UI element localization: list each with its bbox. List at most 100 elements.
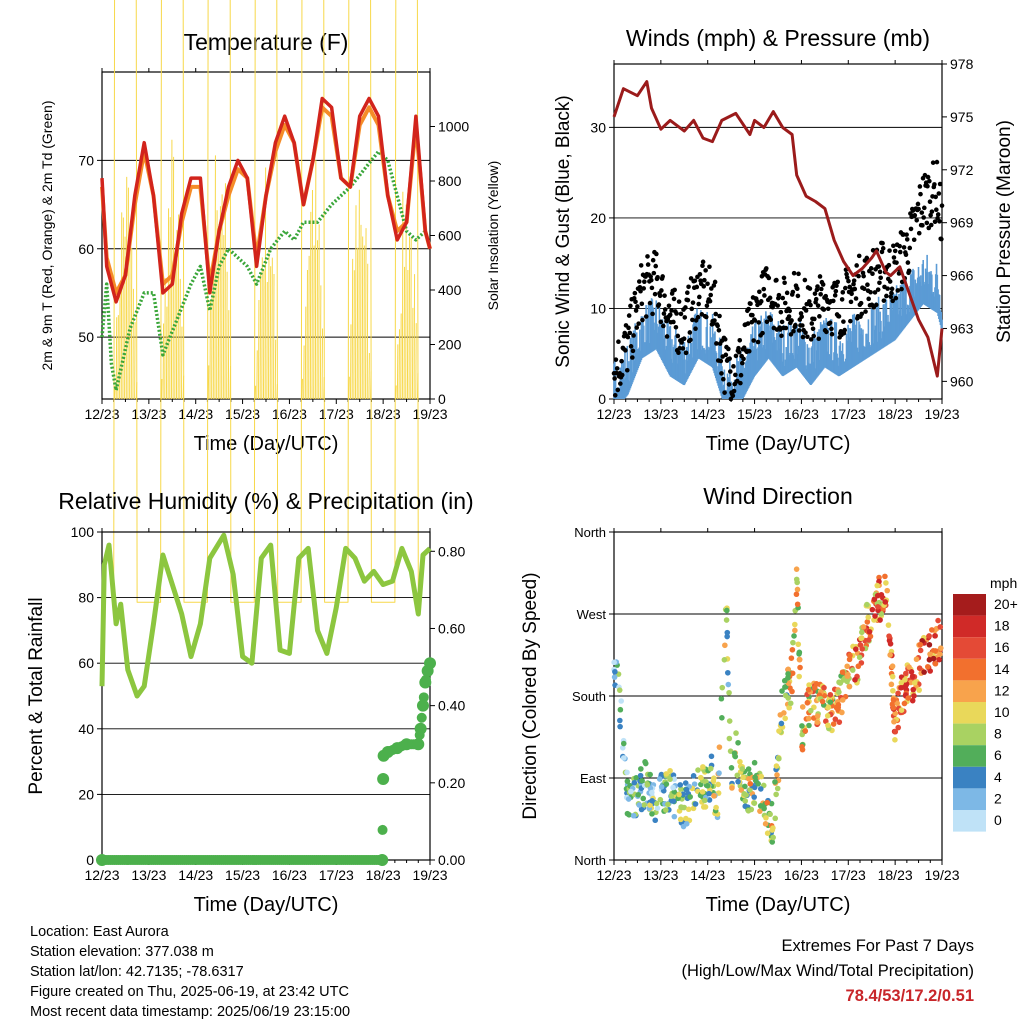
direction-point: [667, 776, 673, 783]
direction-point: [716, 770, 722, 776]
gust-point: [648, 274, 653, 279]
chart-title: Temperature (F): [184, 29, 349, 55]
direction-point: [877, 617, 883, 623]
direction-point: [785, 675, 791, 681]
gust-point: [864, 255, 870, 261]
direction-point: [763, 815, 769, 821]
gust-point: [939, 236, 944, 242]
direction-point: [839, 709, 845, 716]
plot-border: [613, 63, 943, 400]
gust-point: [727, 369, 733, 374]
direction-point: [776, 755, 782, 762]
gust-point: [790, 289, 796, 295]
gust-point: [635, 304, 640, 309]
gust-point: [802, 277, 808, 283]
direction-point: [695, 767, 701, 773]
direction-point: [802, 728, 809, 734]
gust-point: [868, 266, 874, 271]
gust-point: [861, 273, 866, 279]
gust-point: [780, 295, 786, 301]
direction-point: [737, 758, 743, 765]
gust-point: [738, 372, 744, 378]
gust-point: [612, 376, 617, 381]
dewpoint-line: [100, 149, 432, 392]
gust-point: [880, 240, 885, 246]
temp-2m-line: [100, 96, 432, 304]
gust-point: [672, 287, 677, 293]
gust-point: [899, 286, 904, 292]
gust-point: [881, 298, 887, 303]
gust-point: [818, 286, 824, 292]
gust-point: [738, 380, 743, 386]
direction-point: [726, 735, 733, 742]
x-tick-label: 17/23: [319, 406, 354, 422]
gust-point: [695, 314, 701, 320]
gust-point: [908, 226, 914, 232]
precip-point: [418, 692, 429, 703]
gust-point: [875, 287, 881, 292]
gust-point: [655, 274, 660, 280]
gust-point: [842, 327, 847, 333]
x-tick-label: 15/23: [737, 406, 772, 422]
y-right-tick-label: 800: [438, 173, 462, 189]
y-right-tick-label: 978: [950, 56, 974, 72]
y-right-tick-label: 400: [438, 282, 462, 298]
y-right-tick-label: 200: [438, 337, 462, 353]
precip-series: [96, 657, 436, 866]
gust-point: [713, 311, 719, 317]
direction-point: [649, 811, 655, 817]
gust-point: [936, 191, 942, 196]
direction-point: [624, 769, 630, 776]
gust-point: [783, 325, 789, 331]
direction-point: [796, 651, 802, 657]
gust-point: [803, 330, 808, 335]
station-info: Location: East Aurora Station elevation:…: [30, 922, 350, 1022]
gust-point: [856, 253, 862, 259]
gust-point: [821, 307, 827, 312]
gust-point: [775, 303, 780, 308]
direction-point: [824, 713, 831, 719]
direction-point: [618, 698, 624, 704]
gust-point: [851, 281, 856, 287]
direction-point: [821, 684, 827, 691]
precip-point: [414, 722, 427, 735]
gust-point: [808, 302, 813, 308]
gust-point: [697, 271, 703, 277]
direction-point: [764, 799, 771, 806]
direction-point: [937, 645, 944, 651]
direction-point: [883, 580, 889, 586]
gust-point: [750, 312, 755, 318]
direction-point: [747, 780, 754, 787]
y-right-tick-label: 0.80: [438, 543, 465, 559]
direction-point: [884, 587, 891, 594]
gust-point: [939, 203, 945, 208]
y-tick-label: 20: [590, 210, 606, 226]
chart-title: Winds (mph) & Pressure (mb): [626, 25, 930, 51]
direction-point: [796, 656, 803, 663]
x-tick-label: 16/23: [272, 406, 307, 422]
precip-point: [377, 824, 388, 835]
direction-point: [855, 663, 862, 670]
direction-point: [779, 688, 785, 694]
gust-point: [664, 334, 670, 339]
gust-point: [630, 355, 635, 360]
direction-point: [804, 699, 811, 706]
gust-point: [815, 303, 821, 308]
y-right-tick-label: 600: [438, 228, 462, 244]
direction-point: [917, 641, 924, 648]
direction-point: [892, 728, 899, 735]
direction-point: [620, 740, 627, 747]
gust-point: [739, 360, 745, 366]
gust-point: [888, 294, 894, 300]
gust-point: [653, 263, 659, 269]
direction-point: [885, 622, 892, 628]
direction-point: [633, 774, 640, 781]
direction-point: [617, 706, 624, 713]
gust-point: [807, 286, 813, 291]
direction-point: [690, 805, 697, 812]
gust-point: [693, 326, 698, 331]
precip-point: [416, 712, 427, 723]
direction-point: [910, 686, 917, 693]
gust-series: [611, 159, 945, 402]
y-tick-label: 0: [86, 852, 94, 868]
